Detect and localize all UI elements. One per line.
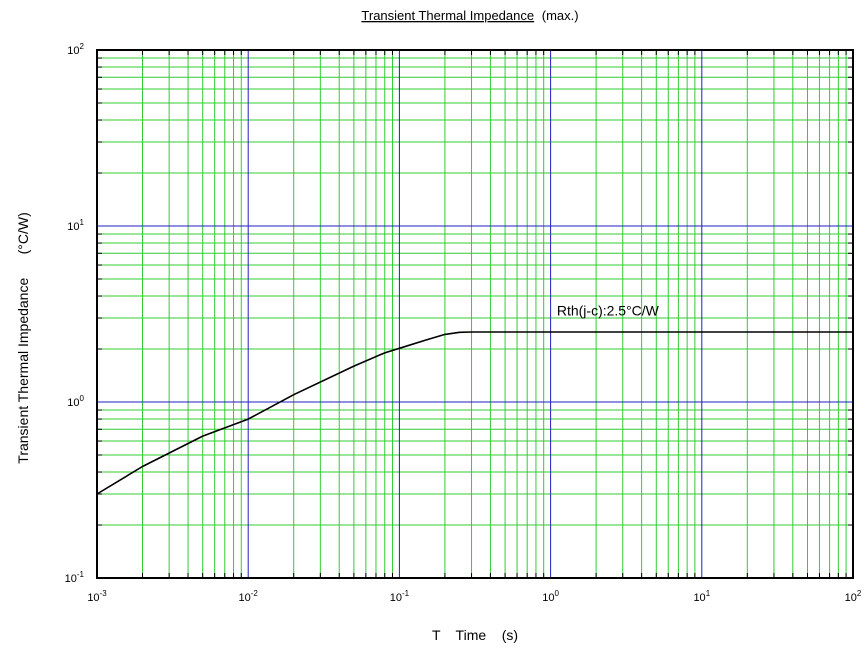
y-tick-label: 10-1 (65, 570, 85, 585)
series-line-thermal-impedance (96, 331, 853, 495)
annotation-rth: Rth(j-c):2.5°C/W (557, 303, 660, 319)
grid-minor (97, 50, 853, 578)
x-tick-labels: 10-3 10-2 10-1 100 101 102 (87, 589, 862, 604)
x-axis-label: T Time (s) (432, 627, 518, 643)
x-tick-label: 101 (693, 589, 710, 604)
x-tick-label: 100 (542, 589, 559, 604)
y-axis-label: Transient Thermal Impedance (°C/W) (15, 212, 31, 463)
grid-major (97, 50, 853, 578)
y-tick-label: 101 (67, 218, 84, 233)
x-tick-label: 10-1 (390, 589, 410, 604)
y-tick-labels: 10-1 100 101 102 (65, 42, 85, 585)
chart-title-suffix: (max.) (542, 8, 579, 23)
plot-frame (96, 49, 854, 579)
chart-title: Transient Thermal Impedance (max.) (361, 8, 578, 23)
x-tick-label: 10-3 (87, 589, 107, 604)
x-tick-label: 10-2 (239, 589, 259, 604)
chart-title-main: Transient Thermal Impedance (361, 8, 534, 23)
y-tick-label: 100 (67, 394, 84, 409)
tick-marks (97, 50, 853, 578)
annotation-layer: Rth(j-c):2.5°C/W (557, 303, 660, 319)
x-tick-label: 102 (845, 589, 862, 604)
y-tick-label: 102 (67, 42, 84, 57)
series-layer (96, 331, 853, 495)
